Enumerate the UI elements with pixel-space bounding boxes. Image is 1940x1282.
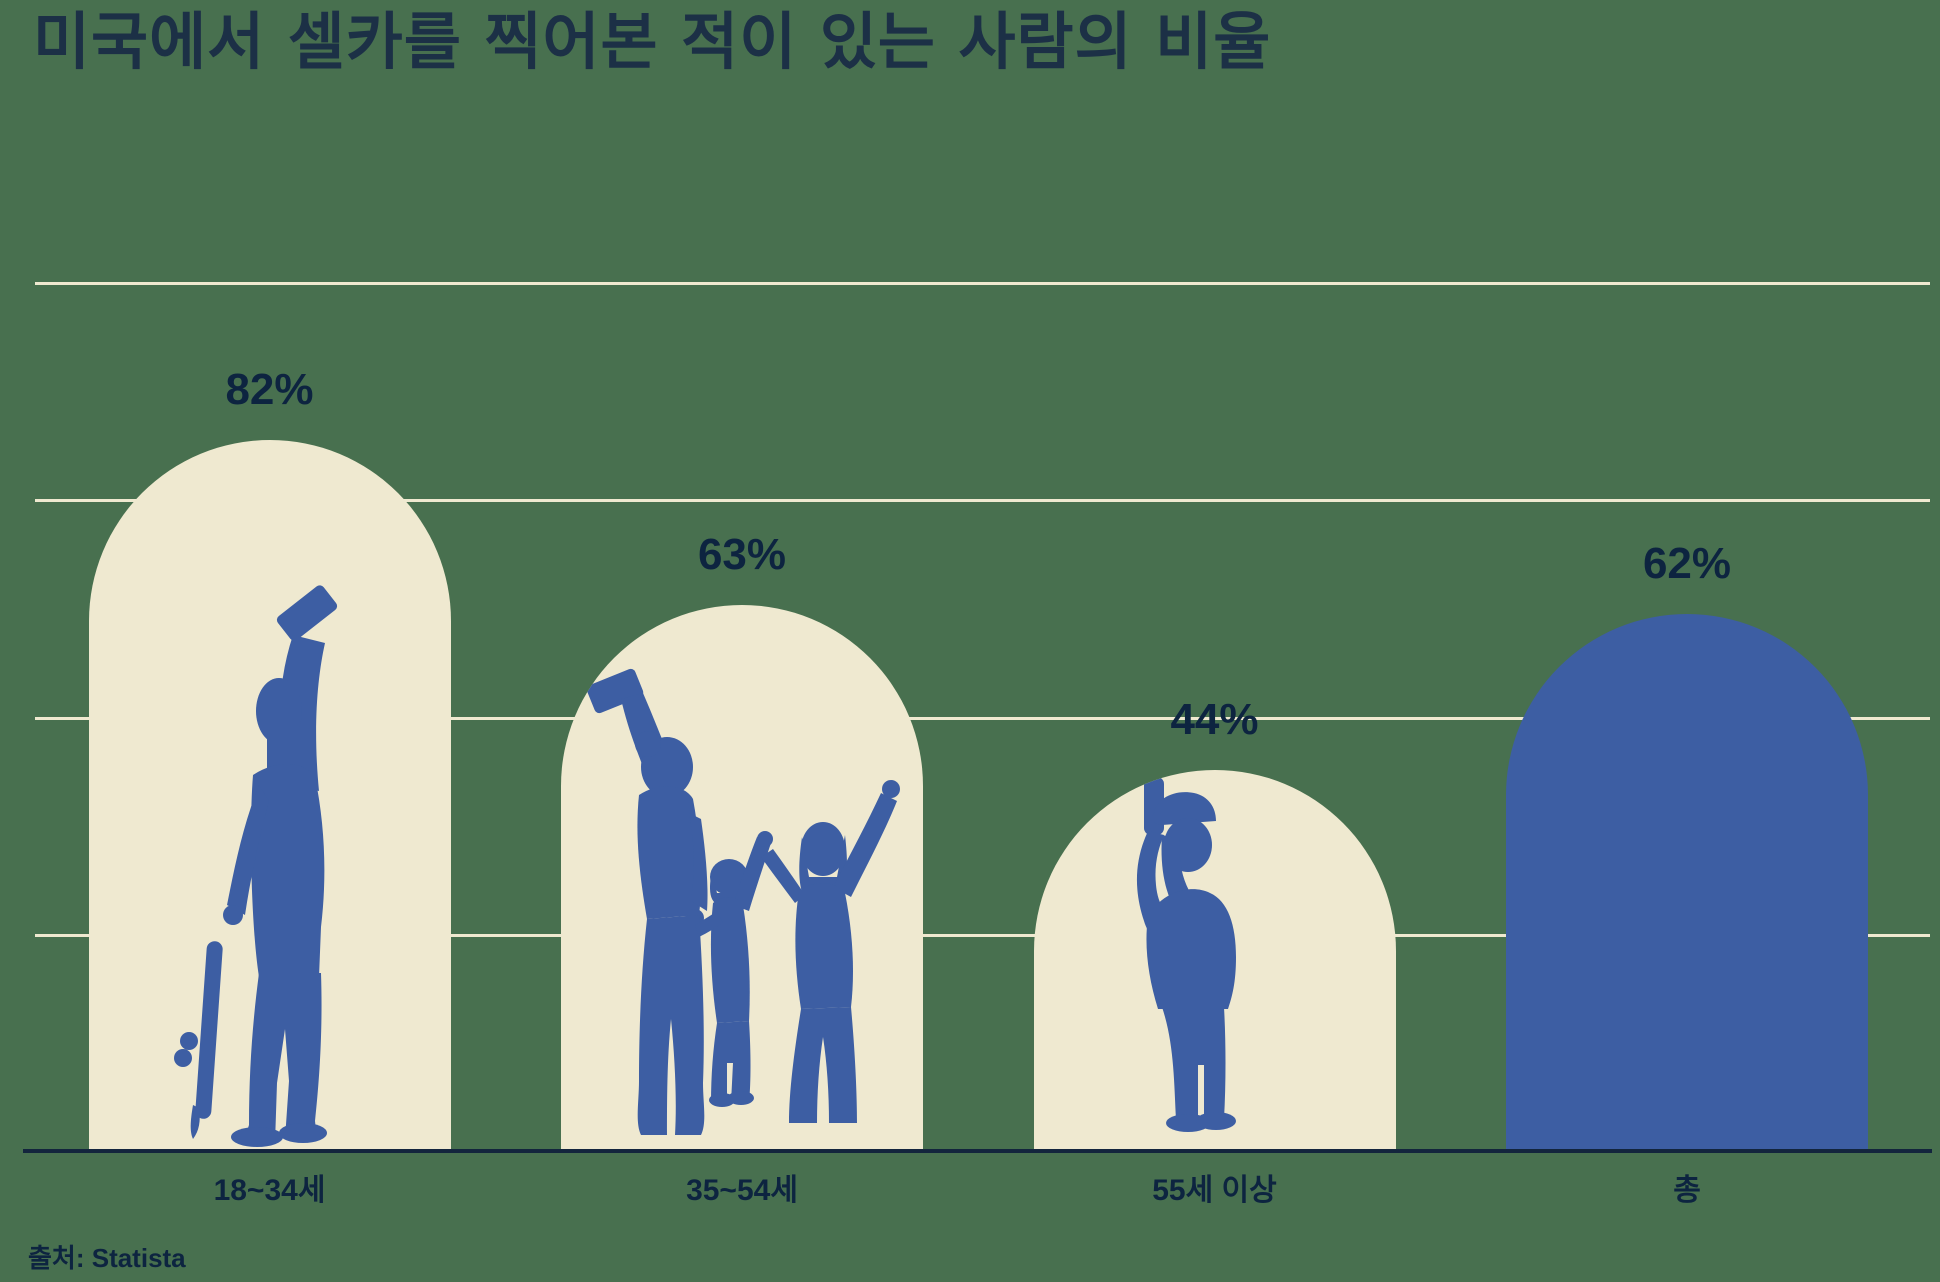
category-label-55세 이상: 55세 이상 xyxy=(1152,1174,1277,1207)
silhouette-young-adult-selfie-icon xyxy=(173,585,337,1147)
value-label-55세 이상: 44% xyxy=(1170,695,1259,744)
silhouette-family-selfie-icon xyxy=(586,668,900,1135)
value-label-18~34세: 82% xyxy=(225,365,314,414)
source-label: 출처: Statista xyxy=(28,1243,186,1273)
gridline-75 xyxy=(35,499,1930,502)
category-label-18~34세: 18~34세 xyxy=(213,1174,326,1207)
gridline-50 xyxy=(35,716,1930,720)
category-label-35~54세: 35~54세 xyxy=(686,1174,798,1207)
bar-35~54세 xyxy=(561,605,923,1153)
bar-총 xyxy=(1506,614,1868,1153)
x-axis-line xyxy=(23,1149,1932,1153)
silhouette-senior-selfie-icon xyxy=(1136,777,1236,1132)
bar-18~34세 xyxy=(88,440,451,1153)
gridline-25 xyxy=(35,934,1930,937)
chart-title: 미국에서 셀카를 찍어본 적이 있는 사람의 비율 xyxy=(33,5,1272,78)
gridline-100 xyxy=(35,281,1930,285)
value-label-35~54세: 63% xyxy=(697,530,787,579)
category-label-총: 총 xyxy=(1673,1174,1701,1207)
bar-55세 이상 xyxy=(1033,770,1396,1153)
value-label-총: 62% xyxy=(1642,539,1732,588)
